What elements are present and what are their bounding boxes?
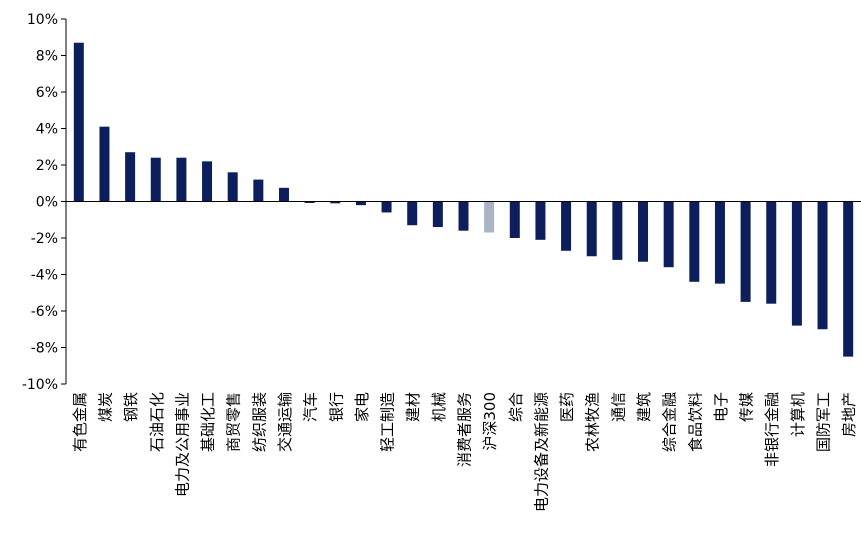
x-tick-label: 有色金属 xyxy=(71,392,89,452)
bar xyxy=(304,201,315,203)
bar xyxy=(458,201,469,231)
bar xyxy=(330,201,341,204)
bar xyxy=(714,201,725,284)
x-tick-label: 石油石化 xyxy=(148,392,166,452)
x-tick-label: 综合 xyxy=(507,392,525,422)
bar xyxy=(73,42,84,202)
y-tick-label: -8% xyxy=(31,341,58,357)
bar xyxy=(766,201,777,304)
x-tick-label: 房地产 xyxy=(840,392,858,437)
x-tick-label: 农林牧渔 xyxy=(584,392,602,452)
x-tick-label: 基础化工 xyxy=(199,392,217,452)
bar xyxy=(586,201,597,257)
x-tick-label: 建材 xyxy=(404,392,422,422)
bar xyxy=(638,201,649,262)
bar xyxy=(99,126,110,202)
bar xyxy=(663,201,674,268)
x-tick-label: 传媒 xyxy=(738,392,756,422)
x-tick-label: 电力设备及新能源 xyxy=(532,392,550,512)
y-tick-label: 6% xyxy=(36,85,58,101)
x-tick-label: 通信 xyxy=(609,392,627,422)
bar xyxy=(176,157,187,202)
x-tick-label: 轻工制造 xyxy=(379,392,397,452)
x-tick-label: 电子 xyxy=(712,392,730,422)
y-tick-label: -10% xyxy=(22,377,58,393)
y-tick-label: -4% xyxy=(31,268,58,284)
bar xyxy=(407,201,418,226)
x-tick-label: 非银行金融 xyxy=(763,392,781,467)
x-tick-label: 医药 xyxy=(558,392,576,422)
bar xyxy=(740,201,751,302)
y-tick-label: 10% xyxy=(27,12,58,28)
y-tick-label: 0% xyxy=(36,195,58,211)
bar xyxy=(843,201,854,357)
x-tick-label: 综合金融 xyxy=(661,392,679,452)
bar xyxy=(227,172,238,202)
x-tick-label: 计算机 xyxy=(789,392,807,437)
bar xyxy=(509,201,520,238)
x-tick-label: 纺织服装 xyxy=(250,392,268,452)
y-tick-label: -6% xyxy=(31,304,58,320)
x-tick-label: 家电 xyxy=(353,392,371,422)
category-labels: 有色金属 煤炭 钢铁 石油石化 电力及公用事业 基础化工 商贸零售 纺织服装 交通运输 汽车 银行家… xyxy=(71,392,858,512)
bar xyxy=(791,201,802,326)
x-tick-label: 汽车 xyxy=(302,392,320,422)
x-tick-label: 沪深300 xyxy=(481,392,499,451)
y-tick-label: 2% xyxy=(36,158,58,174)
bar xyxy=(150,157,161,202)
y-axis: -10% -8% -6% -4% -2% 0% 2% 4% 6% 8% 10% xyxy=(22,12,67,393)
bars xyxy=(73,42,854,357)
x-tick-label: 商贸零售 xyxy=(225,392,243,452)
bar xyxy=(484,201,495,233)
bar xyxy=(535,201,546,240)
y-tick-label: 4% xyxy=(36,122,58,138)
bar xyxy=(612,201,623,260)
bar xyxy=(125,152,136,202)
bar xyxy=(381,201,392,213)
x-tick-label: 煤炭 xyxy=(96,392,114,422)
y-tick-label: 8% xyxy=(36,49,58,65)
x-tick-label: 电力及公用事业 xyxy=(173,392,191,497)
bar xyxy=(817,201,828,330)
bar xyxy=(561,201,572,251)
x-tick-label: 消费者服务 xyxy=(456,392,474,467)
x-tick-label: 建筑 xyxy=(635,392,653,422)
x-tick-label: 银行 xyxy=(327,392,345,422)
bar xyxy=(355,201,366,206)
x-tick-label: 钢铁 xyxy=(122,392,140,422)
x-tick-label: 机械 xyxy=(430,392,448,422)
x-tick-label: 交通运输 xyxy=(276,392,294,452)
bar xyxy=(432,201,443,228)
bar xyxy=(689,201,700,282)
x-tick-label: 食品饮料 xyxy=(686,392,704,452)
bar xyxy=(278,187,289,202)
bar xyxy=(202,161,213,202)
x-tick-label: 国防军工 xyxy=(815,392,833,452)
y-tick-label: -2% xyxy=(31,231,58,247)
bar xyxy=(253,179,264,202)
